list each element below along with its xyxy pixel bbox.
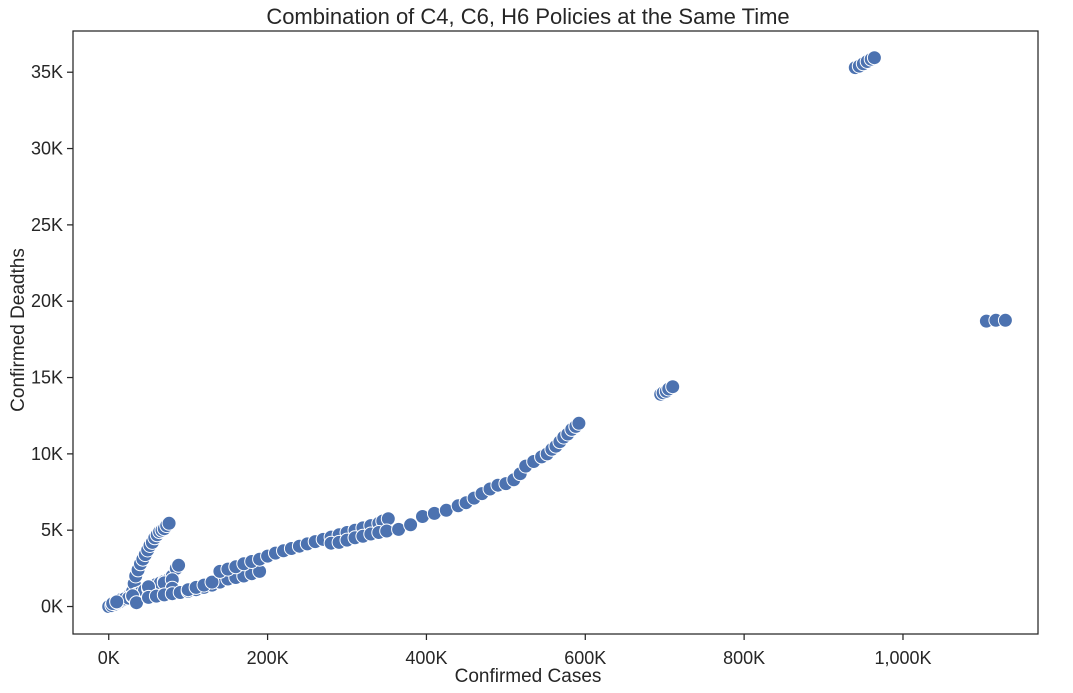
x-tick-label: 200K bbox=[247, 648, 289, 668]
y-axis-ticks: 0K 5K 10K 15K 20K 25K 30K 35K bbox=[31, 62, 73, 617]
x-tick-label: 600K bbox=[564, 648, 606, 668]
y-tick-label: 30K bbox=[31, 139, 63, 159]
data-point bbox=[380, 511, 396, 527]
plot-frame bbox=[72, 30, 1039, 635]
data-point bbox=[109, 594, 125, 610]
x-tick-label: 400K bbox=[405, 648, 447, 668]
chart-title: Combination of C4, C6, H6 Policies at th… bbox=[266, 4, 789, 29]
y-tick-label: 0K bbox=[41, 597, 63, 617]
y-tick-label: 5K bbox=[41, 520, 63, 540]
x-tick-label: 800K bbox=[723, 648, 765, 668]
data-point bbox=[866, 50, 882, 66]
y-tick-label: 15K bbox=[31, 368, 63, 388]
points-layer bbox=[101, 50, 1013, 614]
data-point bbox=[171, 557, 187, 573]
data-point bbox=[997, 312, 1013, 328]
x-axis-title: Confirmed Cases bbox=[455, 666, 602, 687]
data-point bbox=[161, 515, 177, 531]
y-tick-label: 10K bbox=[31, 444, 63, 464]
data-point bbox=[204, 574, 220, 590]
y-tick-label: 25K bbox=[31, 215, 63, 235]
x-tick-label: 1,000K bbox=[874, 648, 931, 668]
data-point bbox=[665, 379, 681, 395]
y-axis-title: Confirmed Deadths bbox=[8, 248, 29, 412]
data-point bbox=[571, 415, 587, 431]
x-tick-label: 0K bbox=[98, 648, 120, 668]
data-point bbox=[403, 517, 419, 533]
y-tick-label: 20K bbox=[31, 291, 63, 311]
x-axis-ticks: 0K 200K 400K 600K 800K 1,000K bbox=[98, 634, 932, 668]
y-tick-label: 35K bbox=[31, 62, 63, 82]
